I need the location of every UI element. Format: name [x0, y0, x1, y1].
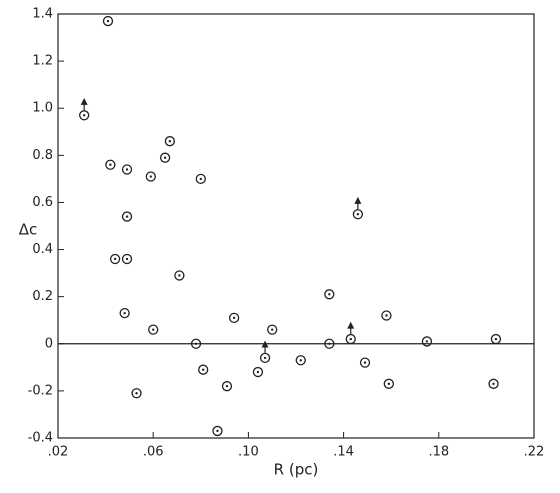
lower-limit-arrow: [261, 340, 269, 353]
data-point: [488, 378, 499, 389]
data-point: [212, 425, 223, 437]
y-tick-label: 0.2: [32, 289, 53, 304]
y-tick-label: -0.4: [28, 431, 53, 446]
data-point: [105, 159, 116, 170]
y-tick-label: 0.8: [32, 148, 53, 163]
data-point: [164, 136, 176, 147]
data-point: [359, 357, 371, 368]
data-point: [121, 253, 133, 265]
data-point: [119, 308, 130, 319]
data-point: [228, 312, 240, 324]
data-point: [159, 152, 171, 163]
data-point: [252, 366, 264, 378]
y-tick-label: -0.2: [28, 383, 53, 398]
y-tick-label: 1.0: [32, 101, 53, 116]
data-point: [490, 333, 502, 345]
x-tick-label: .10: [238, 445, 259, 460]
data-point: [109, 253, 121, 265]
x-tick-label: .22: [524, 445, 545, 460]
y-tick-label: 1.4: [32, 7, 53, 22]
x-axis-label: R (pc): [274, 461, 319, 479]
data-point: [345, 333, 356, 345]
y-axis-label: Δc: [19, 221, 38, 239]
data-point: [148, 324, 159, 335]
data-point: [174, 270, 185, 281]
data-point: [421, 336, 433, 347]
data-point: [131, 388, 142, 399]
data-point: [267, 324, 278, 335]
data-point: [295, 355, 306, 366]
data-point: [324, 338, 335, 349]
x-tick-label: .06: [143, 445, 164, 460]
data-point: [352, 209, 364, 220]
data-point: [381, 310, 392, 321]
data-point: [221, 381, 233, 392]
x-tick-label: .02: [48, 445, 69, 460]
data-point: [121, 211, 133, 222]
data-point: [198, 364, 209, 375]
x-tick-label: .14: [333, 445, 354, 460]
data-point: [121, 164, 133, 175]
data-point: [324, 289, 335, 300]
data-point: [259, 352, 271, 364]
x-tick-label: .18: [428, 445, 449, 460]
data-point: [79, 110, 90, 121]
lower-limit-arrow: [347, 321, 355, 335]
y-tick-label: 1.2: [32, 54, 53, 69]
data-point: [102, 15, 114, 27]
data-point: [383, 378, 394, 389]
data-point: [195, 173, 206, 185]
data-point: [145, 171, 156, 182]
y-tick-label: 0.6: [32, 195, 53, 210]
data-point: [190, 338, 202, 349]
y-tick-label: 0: [45, 336, 53, 351]
lower-limit-arrow: [80, 97, 88, 111]
plot-frame: [57, 13, 535, 439]
y-tick-label: 0.4: [32, 242, 53, 257]
lower-limit-arrow: [354, 196, 362, 210]
